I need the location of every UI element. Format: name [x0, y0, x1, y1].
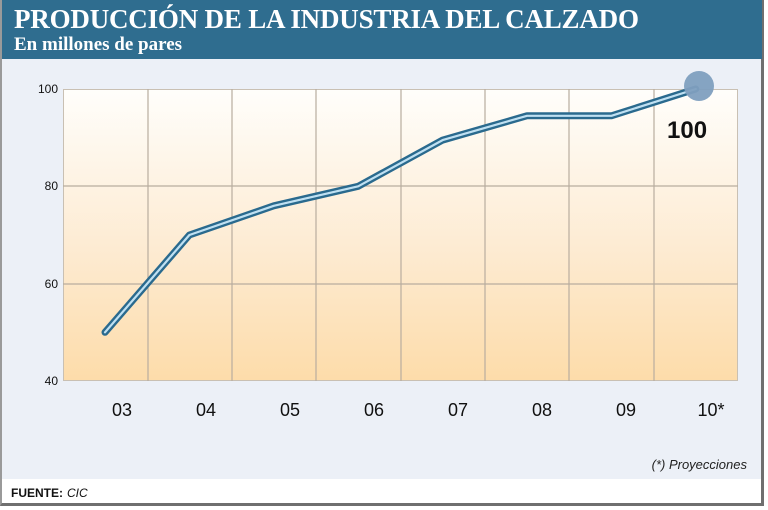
- end-point-marker: [684, 71, 714, 101]
- source-label: FUENTE:: [11, 486, 63, 500]
- end-value-label: 100: [667, 117, 708, 144]
- x-tick-05: 05: [279, 400, 301, 420]
- chart-title: PRODUCCIÓN DE LA INDUSTRIA DEL CALZADO: [14, 4, 639, 34]
- y-tick-100: 100: [37, 82, 58, 96]
- chart-subtitle: En millones de pares: [14, 34, 183, 55]
- data-line: [101, 85, 700, 336]
- header-banner: PRODUCCIÓN DE LA INDUSTRIA DEL CALZADO E…: [2, 0, 762, 59]
- source-footer: FUENTE: CIC: [11, 486, 88, 500]
- source-name: CIC: [67, 486, 88, 500]
- projection-note: (*) Proyecciones: [651, 457, 747, 472]
- x-tick-03: 03: [111, 400, 133, 420]
- x-tick-10: 10*: [697, 400, 725, 420]
- y-tick-40: 40: [44, 374, 58, 388]
- y-tick-80: 80: [44, 179, 58, 193]
- x-tick-07: 07: [447, 400, 469, 420]
- gridlines: [63, 89, 738, 381]
- x-tick-06: 06: [363, 400, 385, 420]
- x-tick-04: 04: [195, 400, 217, 420]
- x-tick-08: 08: [531, 400, 553, 420]
- y-tick-60: 60: [44, 277, 58, 291]
- x-tick-09: 09: [615, 400, 637, 420]
